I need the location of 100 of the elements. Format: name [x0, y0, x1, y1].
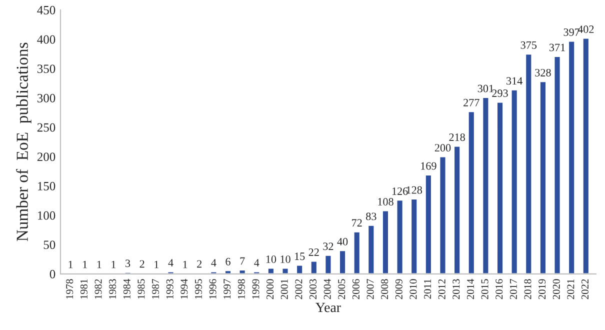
- bar: [510, 88, 518, 274]
- x-tick-label: 1996: [209, 279, 216, 299]
- data-label: 293: [492, 90, 508, 97]
- bar: [224, 270, 232, 274]
- bar: [352, 230, 361, 274]
- data-label: 128: [406, 186, 422, 194]
- y-tick-label: 0: [50, 270, 56, 278]
- data-label: 22: [308, 248, 319, 256]
- x-tick-label: 2007: [366, 279, 374, 300]
- data-label: 4: [211, 259, 216, 266]
- y-tick-label: 50: [44, 240, 56, 250]
- bar: [252, 270, 261, 274]
- data-label: 10: [280, 256, 290, 263]
- x-tick-label: 2009: [395, 279, 402, 300]
- data-label: 72: [352, 219, 362, 227]
- x-tick-label: 2020: [552, 279, 560, 300]
- bar: [410, 198, 418, 274]
- x-tick-label: 2016: [496, 279, 503, 300]
- bar: [338, 250, 346, 274]
- x-tick-label: 1987: [152, 279, 160, 299]
- data-label: 2: [140, 260, 144, 268]
- x-tick-label: 1993: [166, 279, 174, 299]
- bar: [496, 101, 504, 274]
- data-label: 15: [295, 252, 305, 260]
- y-tick-label: 150: [38, 182, 56, 190]
- x-tick-label: 2001: [280, 279, 288, 300]
- data-label: 1: [97, 260, 102, 268]
- y-tick-label: 200: [37, 152, 56, 162]
- data-label: 1: [154, 260, 159, 268]
- x-tick-label: 2003: [309, 279, 317, 300]
- x-tick-label: 1995: [194, 279, 202, 299]
- bar: [438, 156, 447, 274]
- data-label: 6: [226, 258, 230, 266]
- x-tick-label: 2005: [338, 279, 346, 300]
- x-tick-label: 2004: [324, 278, 331, 300]
- x-tick-label: 1997: [224, 279, 231, 299]
- data-label: 328: [535, 68, 551, 76]
- y-tick-label: 350: [37, 64, 56, 74]
- data-label: 7: [240, 257, 245, 265]
- x-tick-label: 2018: [524, 279, 532, 300]
- x-tick-label: 2012: [438, 279, 446, 300]
- x-tick-label: 2000: [266, 279, 274, 300]
- data-label: 1: [112, 260, 116, 268]
- bar: [582, 37, 590, 274]
- data-label: 1: [183, 260, 188, 268]
- bar: [296, 264, 304, 274]
- x-tick-label: 2021: [567, 279, 574, 300]
- bar: [238, 269, 246, 274]
- x-tick-label: 1984: [123, 278, 130, 299]
- bar: [324, 254, 332, 274]
- x-tick-label: 2002: [295, 279, 302, 300]
- data-label: 218: [449, 133, 465, 141]
- bar: [396, 199, 404, 274]
- x-tick-label: 2022: [581, 279, 589, 300]
- x-tick-label: 1978: [66, 279, 74, 299]
- bar: [524, 53, 533, 274]
- y-tick-label: 400: [37, 35, 56, 44]
- bar: [482, 96, 490, 274]
- data-label: 108: [378, 198, 394, 206]
- x-tick-label: 1983: [109, 279, 116, 299]
- data-label: 83: [366, 212, 376, 220]
- data-label: 4: [168, 259, 174, 266]
- data-label: 10: [266, 256, 276, 263]
- data-label: 32: [323, 242, 334, 250]
- y-tick-label: 450: [37, 6, 56, 14]
- data-label: 375: [520, 41, 537, 49]
- bar: [467, 110, 476, 274]
- y-tick-label: 300: [37, 94, 56, 102]
- x-tick-label: 1999: [252, 279, 260, 299]
- data-label: 169: [421, 162, 436, 170]
- data-label: 402: [578, 26, 594, 34]
- bar: [553, 56, 562, 274]
- data-label: 1: [68, 260, 73, 268]
- x-tick-label: 2015: [481, 279, 488, 300]
- data-label: 2: [197, 260, 202, 268]
- x-tick-label: 2010: [410, 279, 417, 300]
- data-label: 1: [83, 260, 87, 268]
- y-tick-label: 100: [38, 211, 56, 220]
- x-tick-label: 2011: [424, 279, 432, 299]
- data-label: 3: [126, 260, 130, 268]
- bar: [424, 174, 432, 274]
- x-axis-title: Year: [316, 302, 341, 312]
- data-label: 397: [564, 28, 580, 36]
- x-tick-label: 1985: [138, 279, 145, 299]
- x-tick-label: 2013: [452, 279, 460, 300]
- data-label: 277: [464, 98, 480, 106]
- x-tick-label: 1981: [80, 279, 88, 299]
- data-label: 4: [254, 259, 260, 266]
- bar: [281, 267, 290, 274]
- bar: [367, 224, 376, 274]
- bar: [539, 80, 547, 274]
- data-label: 371: [549, 44, 565, 52]
- x-tick-label: 2008: [381, 279, 388, 300]
- bar: [267, 267, 275, 274]
- x-tick-label: 1998: [238, 279, 245, 299]
- bar: [382, 210, 390, 274]
- x-tick-label: 1982: [94, 279, 102, 299]
- bar: [568, 40, 576, 274]
- x-tick-label: 2006: [352, 279, 360, 300]
- bar: [453, 145, 461, 274]
